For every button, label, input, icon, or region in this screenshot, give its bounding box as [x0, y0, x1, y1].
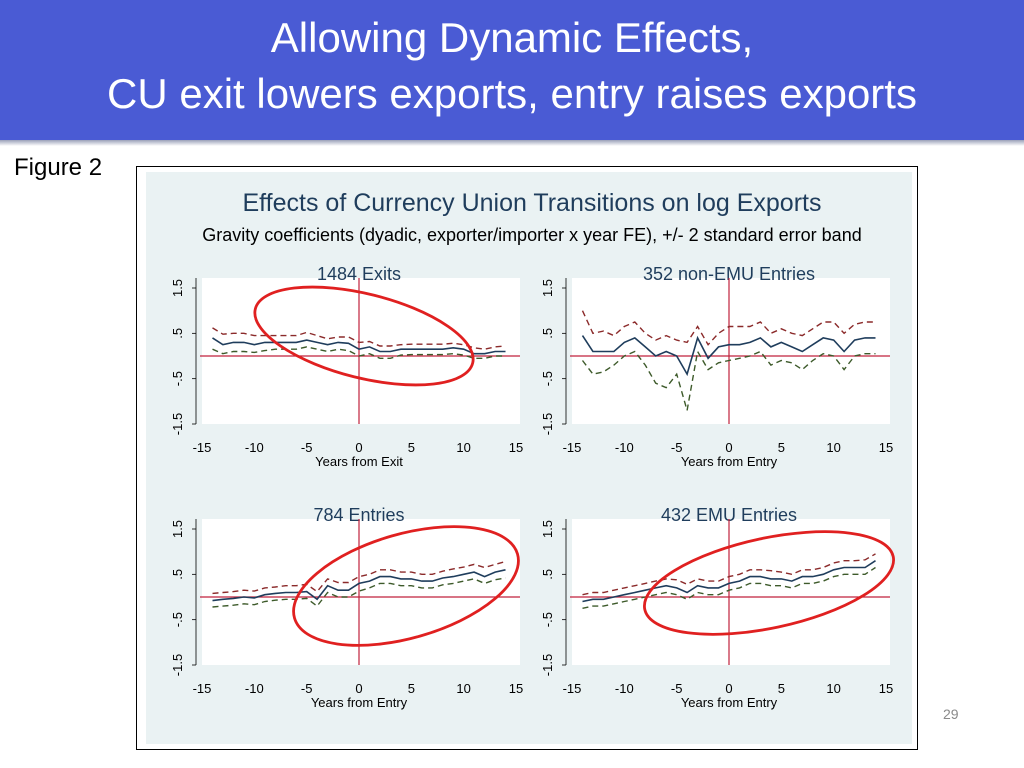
slide-title-line-2: CU exit lowers exports, entry raises exp… [107, 70, 917, 117]
chart-subtitle: Gravity coefficients (dyadic, exporter/i… [202, 225, 861, 245]
y-tick-label: 1.5 [170, 279, 185, 297]
x-tick-label: 0 [725, 681, 732, 696]
plot-area [572, 278, 890, 424]
x-tick-label: 5 [408, 681, 415, 696]
x-tick-label: 15 [509, 440, 523, 455]
series-estimate [212, 337, 506, 355]
figure-label: Figure 2 [14, 154, 103, 181]
y-tick-label: -.5 [170, 612, 185, 627]
x-tick-label: 10 [456, 440, 470, 455]
x-tick-label: -10 [615, 681, 634, 696]
y-tick-label: -1.5 [540, 413, 555, 435]
y-tick-label: -.5 [540, 612, 555, 627]
series-estimate [581, 335, 876, 377]
x-tick-label: 10 [826, 440, 840, 455]
panel-3: 784 Entries -1.5 -.5 .5 1.5 -15 -10 -5 0 5 10 15 Yea… [170, 505, 523, 710]
series-upper [582, 553, 876, 596]
y-tick-label: -1.5 [540, 654, 555, 676]
x-tick-label: 5 [408, 440, 415, 455]
series-upper [212, 327, 506, 350]
panel-1: 1484 Exits -1.5 -.5 .5 1.5 -15 -10 -5 0 5 10 15 Year… [170, 264, 523, 469]
x-axis-label: Years from Entry [681, 695, 778, 710]
y-tick-label: .5 [540, 569, 555, 580]
series-lower [581, 349, 876, 411]
series-lower [582, 566, 876, 609]
figure-chart: Effects of Currency Union Transitions on… [136, 166, 918, 750]
x-tick-label: -5 [671, 681, 683, 696]
x-tick-label: -5 [301, 681, 313, 696]
chart-title: Effects of Currency Union Transitions on… [243, 189, 822, 217]
x-tick-label: 0 [725, 440, 732, 455]
x-tick-label: -5 [671, 440, 683, 455]
y-tick-label: 1.5 [540, 279, 555, 297]
x-tick-label: 15 [879, 681, 893, 696]
x-tick-label: -15 [193, 681, 212, 696]
x-tick-label: 0 [355, 440, 362, 455]
y-tick-label: -1.5 [170, 413, 185, 435]
x-tick-label: -15 [563, 681, 582, 696]
panel-title: 432 EMU Entries [661, 505, 797, 525]
y-tick-label: -1.5 [170, 654, 185, 676]
x-tick-label: 0 [355, 681, 362, 696]
x-tick-label: 15 [509, 681, 523, 696]
panel-2: 352 non-EMU Entries -1.5 -.5 .5 1.5 -15 -10 -5 0… [540, 264, 893, 469]
x-tick-label: -15 [563, 440, 582, 455]
highlight-ellipse [253, 285, 475, 387]
highlight-ellipse [292, 525, 520, 647]
x-tick-label: 10 [456, 681, 470, 696]
panel-title: 1484 Exits [317, 264, 401, 284]
x-axis-label: Years from Entry [681, 454, 778, 469]
panel-title: 352 non-EMU Entries [643, 264, 815, 284]
y-tick-label: 1.5 [540, 520, 555, 538]
slide-title-line-1: Allowing Dynamic Effects, [270, 14, 754, 61]
panel-title: 784 Entries [313, 505, 404, 525]
y-tick-label: -.5 [170, 371, 185, 386]
highlight-ellipse [643, 530, 895, 636]
slide-header: Allowing Dynamic Effects, CU exit lowers… [0, 0, 1024, 140]
y-tick-label: .5 [170, 328, 185, 339]
x-tick-label: -10 [245, 681, 264, 696]
x-tick-label: -15 [193, 440, 212, 455]
plot-area [572, 519, 890, 665]
y-tick-label: .5 [540, 328, 555, 339]
y-tick-label: 1.5 [170, 520, 185, 538]
x-tick-label: 15 [879, 440, 893, 455]
header-shadow [0, 140, 1024, 146]
x-axis-label: Years from Exit [315, 454, 403, 469]
series-estimate [582, 560, 876, 603]
x-tick-label: -5 [301, 440, 313, 455]
y-tick-label: .5 [170, 569, 185, 580]
x-axis-label: Years from Entry [311, 695, 408, 710]
plot-area [202, 519, 520, 665]
series-upper [581, 310, 876, 346]
chart-panels: 1484 Exits -1.5 -.5 .5 1.5 -15 -10 -5 0 5 10 15 Year… [170, 264, 895, 710]
y-tick-label: -.5 [540, 371, 555, 386]
page-number: 29 [943, 706, 959, 722]
x-tick-label: 10 [826, 681, 840, 696]
x-tick-label: 5 [778, 440, 785, 455]
x-tick-label: -10 [245, 440, 264, 455]
x-tick-label: 5 [778, 681, 785, 696]
panel-4: 432 EMU Entries -1.5 -.5 .5 1.5 -15 -10 -5 0 5 10 1… [540, 505, 895, 710]
series-estimate [212, 569, 506, 602]
series-lower [212, 346, 506, 360]
x-tick-label: -10 [615, 440, 634, 455]
